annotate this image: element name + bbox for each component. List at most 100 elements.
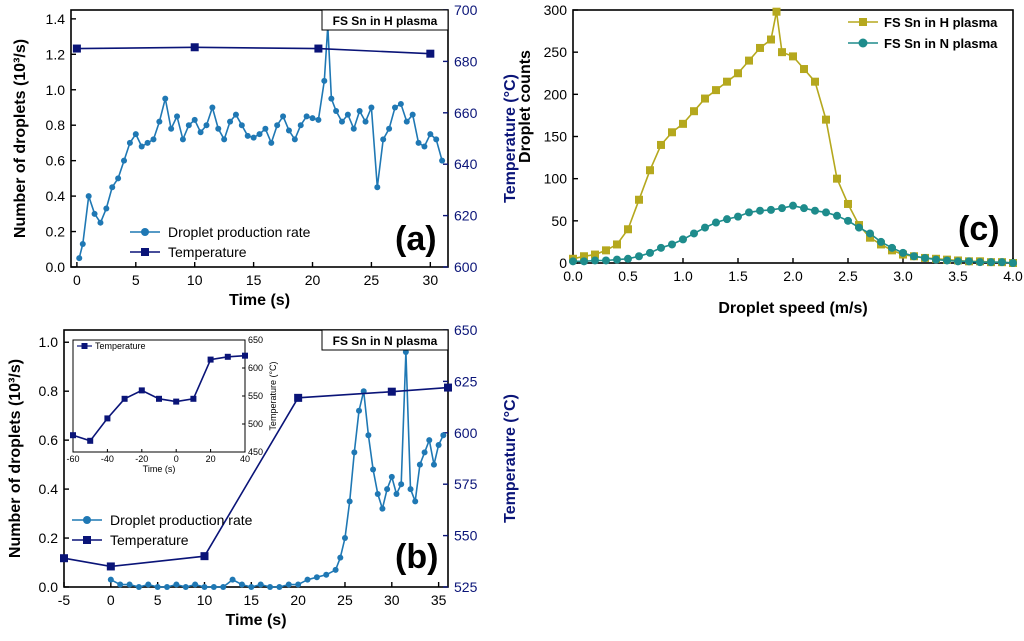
inset-xlabel: Time (s): [143, 464, 176, 474]
inset-temperature-point: [207, 356, 214, 363]
panel-a-xtick-label: 30: [423, 272, 439, 288]
panel-b-legend-marker: [83, 516, 91, 524]
panel-a-ytick-label: 0.2: [46, 224, 66, 240]
panel-a-droplet-point: [439, 157, 446, 164]
panel-b-ytick-label: 0.4: [39, 481, 59, 497]
inset-xtick-label: 20: [206, 454, 216, 464]
panel-c-h-plasma-point: [811, 77, 819, 86]
panel-b-droplet-point: [107, 576, 114, 583]
panel-b-droplet-point: [295, 581, 302, 588]
panel-c-n-plasma-point: [855, 223, 863, 232]
panel-b-droplet-point: [370, 466, 377, 473]
panel-a-ytick-label: 0.0: [46, 259, 66, 275]
panel-a-droplet-point: [138, 143, 145, 150]
panel-b-ytick-right-label: 650: [454, 322, 478, 338]
panel-c-ytick-label: 50: [551, 213, 567, 229]
panel-b-xtick-label: 25: [337, 592, 353, 608]
panel-b-droplet-point: [421, 449, 428, 456]
panel-b-xtick-label: 10: [197, 592, 213, 608]
panel-c-n-plasma-point: [712, 218, 720, 227]
panel-b-ytick-right-label: 575: [454, 476, 478, 492]
panel-b-xtick-label: -5: [58, 592, 71, 608]
panel-a-ytick-right-label: 660: [454, 105, 478, 121]
panel-b-droplet-point: [285, 581, 292, 588]
panel-c-ylabel: Droplet counts: [517, 50, 534, 163]
panel-b-droplet-point: [182, 584, 189, 590]
panel-b-legend-marker: [83, 536, 91, 544]
panel-c-xtick-label: 1.0: [673, 268, 693, 284]
panel-b-droplet-point: [323, 571, 330, 578]
panel-c-legend-label: FS Sn in N plasma: [884, 36, 998, 51]
panel-c-h-plasma-point: [723, 77, 731, 86]
panel-c-n-plasma-point: [998, 258, 1006, 267]
panel-a-droplet-point: [344, 111, 351, 118]
panel-c-h-plasma-point: [591, 250, 599, 259]
panel-c-n-plasma-point: [877, 237, 885, 246]
panel-a-droplet-point: [209, 104, 216, 111]
panel-a-droplet-point: [79, 240, 86, 247]
panel-c-n-plasma-point: [745, 208, 753, 217]
panel-c-h-plasma-point: [635, 195, 643, 204]
panel-c-xtick-label: 2.5: [838, 268, 858, 284]
panel-a-droplet-point: [391, 104, 398, 111]
panel-a-droplet-point: [386, 125, 393, 132]
panel-b-droplet-point: [351, 449, 358, 456]
inset-xtick-label: -40: [101, 454, 114, 464]
panel-a-droplet-point: [144, 139, 151, 146]
panel-a-temperature-line: [76, 46, 431, 55]
inset-ytick-label: 500: [248, 419, 263, 429]
panel-b-xtick-label: 15: [244, 592, 260, 608]
panel-a-legend-marker: [141, 248, 149, 256]
panel-c-n-plasma-point: [866, 229, 874, 238]
panel-c-h-plasma-point: [580, 252, 588, 261]
inset-ytick-label: 550: [248, 391, 263, 401]
inset-temperature-point: [224, 353, 231, 360]
panel-b-droplet-point: [356, 407, 363, 414]
panel-c-xtick-label: 0.5: [618, 268, 638, 284]
panel-c-n-plasma-point: [646, 248, 654, 257]
panel-a-title-box: [321, 9, 449, 31]
panel-c-legend-marker: [858, 38, 868, 48]
panel-a-droplet-point: [191, 116, 198, 123]
inset-legend-label: Temperature: [95, 341, 146, 351]
panel-a-droplet-point: [374, 184, 381, 191]
panel-c-n-plasma-point: [833, 211, 841, 220]
panel-a-droplet-point: [179, 136, 186, 143]
panel-b-ytick-label: 0.0: [39, 579, 59, 595]
panel-b-temperature-point: [106, 562, 115, 571]
panel-c-h-plasma-point: [712, 86, 720, 95]
panel-a-title: FS Sn in H plasma: [333, 14, 438, 28]
panel-a-droplet-point: [162, 95, 169, 102]
panel-a-droplet-point: [76, 255, 83, 262]
panel-b-droplet-point: [332, 566, 339, 573]
panel-a-droplet-point: [221, 136, 228, 143]
panel-a-droplet-point: [156, 118, 163, 125]
panel-b-droplet-point: [154, 584, 161, 590]
panel-b-xtick-label: 0: [107, 592, 115, 608]
panel-a-droplet-point: [415, 139, 422, 146]
panel-c-n-plasma-point: [932, 255, 940, 264]
panel-a-droplet-point: [203, 122, 210, 129]
panel-a-droplet-point: [91, 210, 98, 217]
panel-a-xtick-label: 0: [73, 272, 81, 288]
panel-b-ylabel: Number of droplets (10³/s): [7, 359, 24, 558]
panel-c-h-plasma-point: [624, 225, 632, 234]
inset-temperature-point: [242, 352, 248, 359]
panel-c-legend-box: [842, 11, 1012, 55]
panel-a-xtick-label: 25: [364, 272, 380, 288]
panel-a-legend-label: Temperature: [168, 244, 247, 260]
panel-c-xtick-label: 3.0: [893, 268, 913, 284]
panel-a-temperature-point: [190, 43, 199, 52]
panel-b-droplet-point: [173, 581, 180, 588]
inset-temperature-point: [104, 415, 111, 422]
panel-c-n-plasma-point: [965, 257, 973, 266]
panel-a-droplet-point: [356, 108, 363, 115]
panel-c-n-plasma-point: [976, 258, 984, 267]
panel-b-droplet-point: [229, 576, 236, 583]
panel-b-temperature-point: [294, 393, 303, 402]
panel-c-ytick-label: 200: [544, 86, 568, 102]
panel-a-ylabel: Number of droplets (10³/s): [12, 39, 29, 238]
panel-b-droplet-point: [440, 432, 447, 439]
panel-a-droplet-point: [362, 118, 369, 125]
